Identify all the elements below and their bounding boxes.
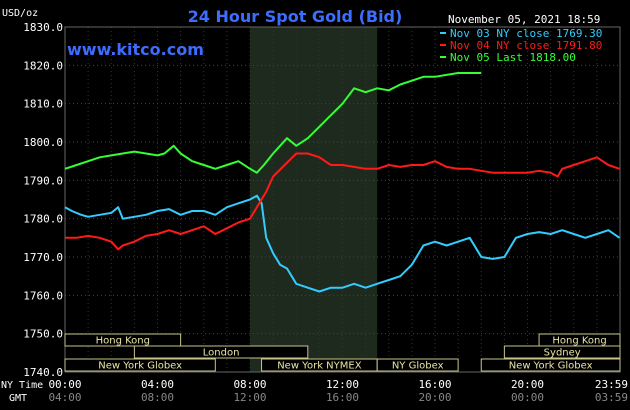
x-tick-label-gmt: 08:00 xyxy=(141,391,174,404)
y-tick-label: 1740.0 xyxy=(23,366,63,379)
legend-entry: Nov 05 Last 1818.00 xyxy=(450,51,576,64)
market-bar xyxy=(376,358,459,372)
grid-layer xyxy=(64,26,621,373)
y-tick-labels: 1740.0 1750.0 1760.0 1770.0 1780.0 1790.0 1800… xyxy=(23,21,63,379)
x-tick-labels: 00:0004:0004:0008:0008:0012:0012:0016:00… xyxy=(48,378,628,404)
x-tick-label-ny: 08:00 xyxy=(233,378,266,391)
market-bar xyxy=(64,333,182,347)
date-label: November 05, 2021 18:59 xyxy=(448,13,600,26)
market-bar xyxy=(133,345,309,359)
shade-layer xyxy=(250,27,378,372)
y-tick-label: 1780.0 xyxy=(23,213,63,226)
series-line-1 xyxy=(64,194,621,293)
market-bar-label: New York NYMEX xyxy=(277,361,362,372)
nymex-shaded-region xyxy=(250,27,378,372)
x-tick-label-gmt: 12:00 xyxy=(233,391,266,404)
x-tick-label-gmt: 03:59 xyxy=(595,391,628,404)
y-unit-label: USD/oz xyxy=(2,8,38,19)
chart-title: 24 Hour Spot Gold (Bid) xyxy=(188,7,403,26)
y-tick-label: 1790.0 xyxy=(23,174,63,187)
market-bar-label: Sydney xyxy=(544,348,581,359)
y-tick-label: 1810.0 xyxy=(23,98,63,111)
market-session-bars: Hong Kong London New York Globex New York N… xyxy=(64,333,621,372)
y-tick-label: 1750.0 xyxy=(23,328,63,341)
x-tick-label-ny: 12:00 xyxy=(326,378,359,391)
x-tick-label-gmt: 20:00 xyxy=(418,391,451,404)
market-bar-label: Hong Kong xyxy=(552,336,606,347)
x-tick-label-gmt: 04:00 xyxy=(48,391,81,404)
market-bar xyxy=(480,358,621,372)
market-bar-label: NY Globex xyxy=(392,361,444,372)
x-axis-label-ny: NY Time xyxy=(1,380,43,391)
series-layer xyxy=(64,72,621,293)
market-bar xyxy=(64,358,216,372)
y-tick-label: 1820.0 xyxy=(23,59,63,72)
x-tick-label-ny: 20:00 xyxy=(511,378,544,391)
x-tick-label-ny: 16:00 xyxy=(418,378,451,391)
y-tick-label: 1770.0 xyxy=(23,251,63,264)
market-bar-label: New York Globex xyxy=(98,361,182,372)
y-tick-label: 1830.0 xyxy=(23,21,63,34)
plot-frame xyxy=(64,26,621,373)
y-tick-label: 1800.0 xyxy=(23,136,63,149)
x-tick-label-gmt: 16:00 xyxy=(326,391,359,404)
x-tick-label-ny: 04:00 xyxy=(141,378,174,391)
series-line-3 xyxy=(64,72,482,174)
x-axis-label-gmt: GMT xyxy=(9,393,27,404)
series-line-2 xyxy=(65,152,620,251)
market-bar-label: New York Globex xyxy=(509,361,593,372)
legend-entry: Nov 03 NY close 1769.30 xyxy=(450,27,602,40)
market-bar-label: London xyxy=(203,348,240,359)
market-bar-label: Hong Kong xyxy=(96,336,150,347)
market-bar xyxy=(503,345,621,359)
x-tick-label-ny: 23:59 xyxy=(595,378,628,391)
x-tick-label-ny: 00:00 xyxy=(48,378,81,391)
y-tick-label: 1760.0 xyxy=(23,289,63,302)
legend-entry: Nov 04 NY close 1791.80 xyxy=(450,39,602,52)
x-tick-label-gmt: 00:00 xyxy=(511,391,544,404)
watermark: www.kitco.com xyxy=(67,40,204,59)
